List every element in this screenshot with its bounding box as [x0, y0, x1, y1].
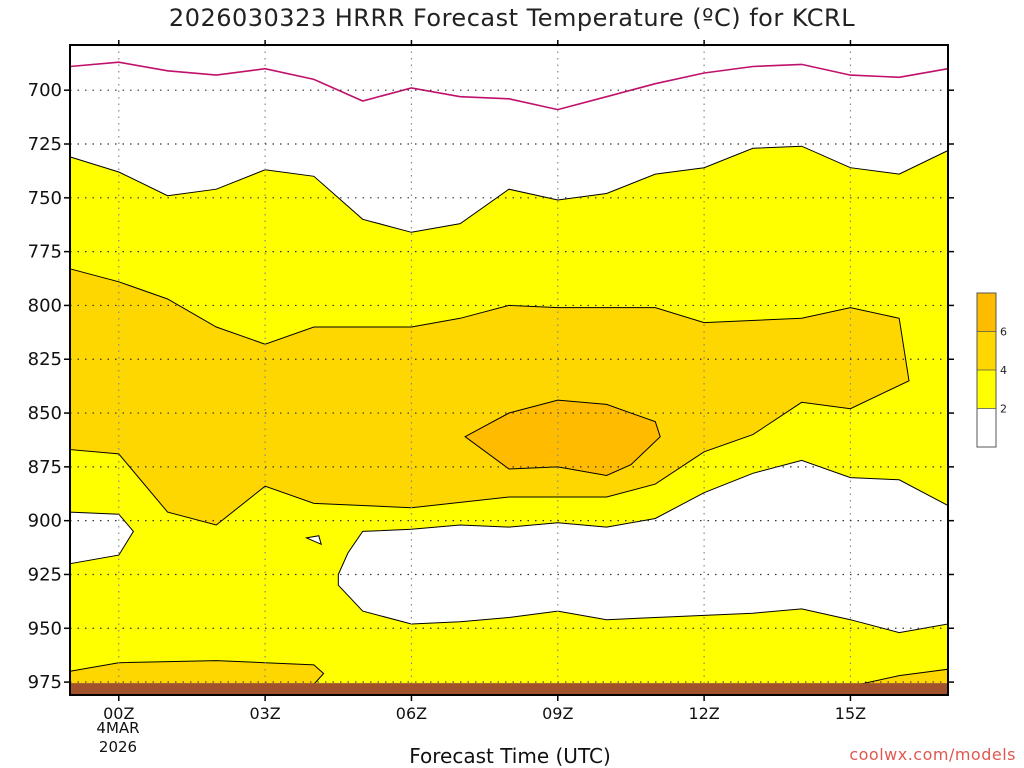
y-tick-label-700: 700: [28, 80, 62, 101]
x-tick-label-00Z: 00Z: [103, 704, 134, 723]
isotherm-6-region: [464, 399, 661, 477]
small-cool-pocket: [304, 535, 322, 546]
x-tick-label-15Z: 15Z: [835, 704, 866, 723]
y-tick-label-825: 825: [28, 349, 62, 370]
isotherm-2-line: [69, 145, 949, 233]
date-label-month: 4MAR: [96, 719, 140, 737]
x-tick-label-03Z: 03Z: [249, 704, 280, 723]
colorbar-tick-label-2: 2: [1000, 403, 1007, 416]
y-tick-label-975: 975: [28, 672, 62, 693]
y-tick-label-925: 925: [28, 564, 62, 585]
colorbar-segment-2: [977, 331, 996, 370]
credit-link[interactable]: coolwx.com/models: [849, 745, 1016, 764]
y-tick-label-750: 750: [28, 188, 62, 209]
chart-title: 2026030323 HRRR Forecast Temperature (ºC…: [168, 4, 856, 32]
y-tick-label-875: 875: [28, 457, 62, 478]
colorbar-tick-label-4: 4: [1000, 364, 1007, 377]
plot-frame: [69, 44, 949, 696]
y-tick-label-900: 900: [28, 511, 62, 532]
colorbar-segment-1: [977, 370, 996, 409]
y-tick-label-800: 800: [28, 295, 62, 316]
x-tick-label-09Z: 09Z: [542, 704, 573, 723]
ground-strip: [70, 683, 948, 695]
x-tick-label-06Z: 06Z: [396, 704, 427, 723]
colorbar-tick-label-6: 6: [1000, 326, 1007, 339]
contour-label-0: 0: [115, 0, 123, 3]
x-axis-label: Forecast Time (UTC): [409, 744, 611, 768]
x-tick-label-12Z: 12Z: [688, 704, 719, 723]
y-tick-label-725: 725: [28, 134, 62, 155]
colorbar-segment-3: [977, 293, 996, 332]
y-tick-label-950: 950: [28, 618, 62, 639]
contour-label-2: 2: [505, 0, 513, 3]
contour-label-3: 4: [359, 0, 367, 3]
isotherm-0-line: [69, 61, 949, 111]
contour-label-1: 0: [408, 0, 416, 3]
y-tick-label-775: 775: [28, 242, 62, 263]
contour-label-5: 4: [213, 0, 221, 3]
y-tick-label-850: 850: [28, 403, 62, 424]
colorbar-segment-0: [977, 408, 996, 447]
contour-label-4: 2: [603, 0, 611, 3]
date-label-year: 2026: [98, 738, 138, 756]
isotherm-4-region: [69, 268, 910, 526]
